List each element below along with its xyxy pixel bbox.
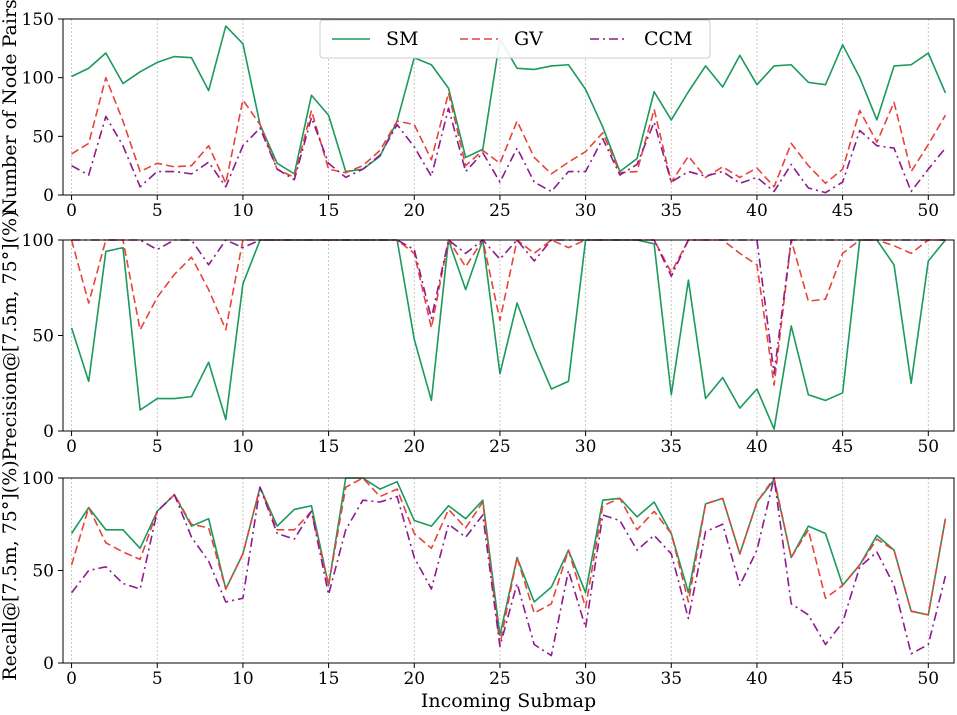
y-axis-label: Precision@[7.5m, 75°](%) [0,210,21,460]
plot-frame [62,18,955,196]
x-tick-label: 25 [489,669,511,689]
y-tick-label: 100 [22,469,54,489]
x-tick-label: 30 [575,669,597,689]
y-tick-label: 100 [22,69,54,89]
x-tick-label: 35 [660,669,682,689]
x-tick-label: 0 [66,669,77,689]
x-tick-label: 40 [746,437,768,457]
y-tick-label: 0 [43,422,54,442]
series-line-gv [70,239,946,386]
y-tick-label: 0 [43,186,54,206]
x-tick-label: 50 [917,437,939,457]
x-tick-label: 15 [318,437,340,457]
x-tick-label: 10 [232,437,254,457]
series-line-gv [70,477,947,646]
x-tick-label: 45 [832,669,854,689]
x-tick-label: 15 [318,201,340,221]
x-tick-label: 40 [746,669,768,689]
x-tick-label: 40 [746,201,768,221]
x-tick-label: 35 [660,201,682,221]
series-line-ccm [70,477,947,657]
series-line-ccm [71,107,947,194]
series-line-ccm [71,239,946,375]
x-tick-label: 45 [832,201,854,221]
series-line-sm [70,239,947,430]
y-tick-label: 0 [43,654,54,674]
x-tick-label: 5 [152,669,163,689]
series-line-sm [70,477,947,637]
y-tick-label: 100 [22,231,54,251]
x-tick-label: 10 [232,201,254,221]
legend: SM GV CCM [319,19,711,59]
x-tick-label: 5 [152,201,163,221]
x-tick-label: 20 [403,201,425,221]
x-tick-label: 20 [403,437,425,457]
y-axis-label: Recall@[7.5m, 75°](%) [0,460,21,680]
x-tick-label: 10 [232,669,254,689]
legend-box [319,19,711,59]
x-tick-label: 35 [660,437,682,457]
x-tick-label: 25 [489,201,511,221]
x-tick-label: 45 [832,437,854,457]
x-tick-label: 20 [403,669,425,689]
panel-3: 0 5 10 15 20 25 30 35 40 45 50 0 50 100Recall@[7.5m, … [0,460,955,712]
y-tick-label: 50 [32,327,54,347]
y-tick-label: 150 [22,10,54,30]
x-axis-label: Incoming Submap [421,690,596,712]
x-tick-label: 30 [575,201,597,221]
legend-label-ccm: CCM [644,28,693,50]
x-tick-label: 30 [575,437,597,457]
x-tick-label: 50 [917,201,939,221]
panel-2: 0 5 10 15 20 25 30 35 40 45 50 0 50 100Precision@[7.5… [0,210,955,461]
y-tick-label: 50 [32,562,54,582]
x-tick-label: 25 [489,437,511,457]
x-tick-label: 15 [318,669,340,689]
y-axis-label: Number of Node Pairs [0,0,21,215]
x-tick-label: 0 [66,437,77,457]
y-tick-label: 50 [32,127,54,147]
x-tick-label: 5 [152,437,163,457]
x-tick-label: 0 [66,201,77,221]
legend-label-gv: GV [514,28,543,50]
series-line-gv [71,76,947,188]
x-tick-label: 50 [917,669,939,689]
legend-label-sm: SM [386,28,418,50]
